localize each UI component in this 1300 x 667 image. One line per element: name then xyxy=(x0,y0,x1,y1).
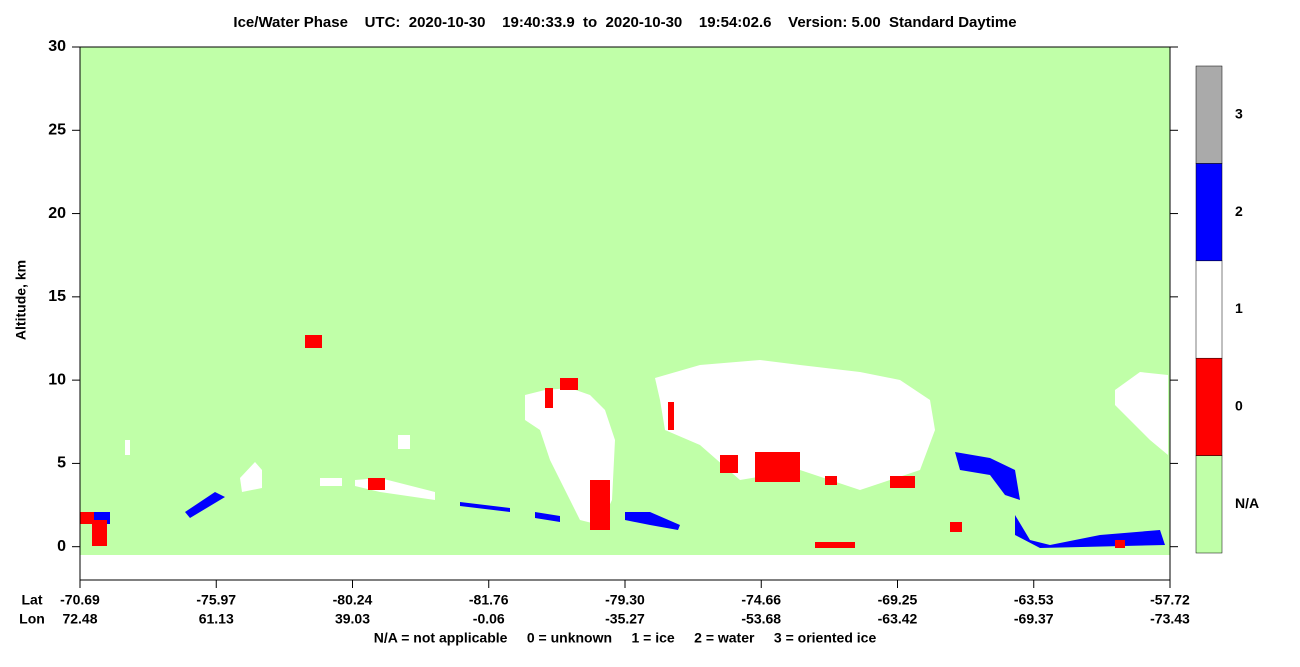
colorbar-label: 3 xyxy=(1235,105,1243,121)
lon-label: -0.06 xyxy=(473,611,505,627)
legend-text: N/A = not applicable 0 = unknown 1 = ice… xyxy=(374,630,877,646)
lon-label: -73.43 xyxy=(1150,611,1190,627)
lon-label: 39.03 xyxy=(335,611,370,627)
lon-label: 72.48 xyxy=(62,611,97,627)
colorbar-label: 1 xyxy=(1235,300,1243,316)
colorbar-swatch xyxy=(1195,260,1223,359)
lat-label: -75.97 xyxy=(196,592,236,608)
y-tick-label: 10 xyxy=(48,371,66,388)
colorbar-label: 0 xyxy=(1235,398,1243,414)
chart-title: Ice/Water Phase UTC: 2020-10-30 19:40:33… xyxy=(233,14,1016,31)
y-tick-label: 5 xyxy=(57,455,66,472)
lon-label: 61.13 xyxy=(199,611,234,627)
lat-label: -79.30 xyxy=(605,592,645,608)
colorbar-swatch xyxy=(1195,163,1223,262)
y-tick-label: 15 xyxy=(48,288,66,305)
y-tick-label: 20 xyxy=(48,205,66,222)
lon-label: -63.42 xyxy=(878,611,918,627)
x-row-label: Lon xyxy=(19,611,45,627)
y-tick-label: 30 xyxy=(48,38,66,55)
y-tick-label: 25 xyxy=(48,122,66,139)
colorbar-swatch xyxy=(1195,455,1223,554)
lat-label: -63.53 xyxy=(1014,592,1054,608)
lon-label: -53.68 xyxy=(741,611,781,627)
lat-label: -74.66 xyxy=(741,592,781,608)
lat-label: -69.25 xyxy=(878,592,918,608)
lat-label: -70.69 xyxy=(60,592,100,608)
colorbar-swatch xyxy=(1195,65,1223,164)
colorbar-label: N/A xyxy=(1235,495,1259,511)
colorbar-label: 2 xyxy=(1235,203,1243,219)
y-axis-label: Altitude, km xyxy=(13,260,29,340)
x-row-label: Lat xyxy=(22,592,43,608)
cloud-features xyxy=(80,335,1168,548)
lat-label: -80.24 xyxy=(333,592,373,608)
lon-label: -69.37 xyxy=(1014,611,1054,627)
lat-label: -81.76 xyxy=(469,592,509,608)
colorbar-swatch xyxy=(1195,357,1223,456)
lon-label: -35.27 xyxy=(605,611,645,627)
y-tick-label: 0 xyxy=(57,538,66,555)
lat-label: -57.72 xyxy=(1150,592,1190,608)
